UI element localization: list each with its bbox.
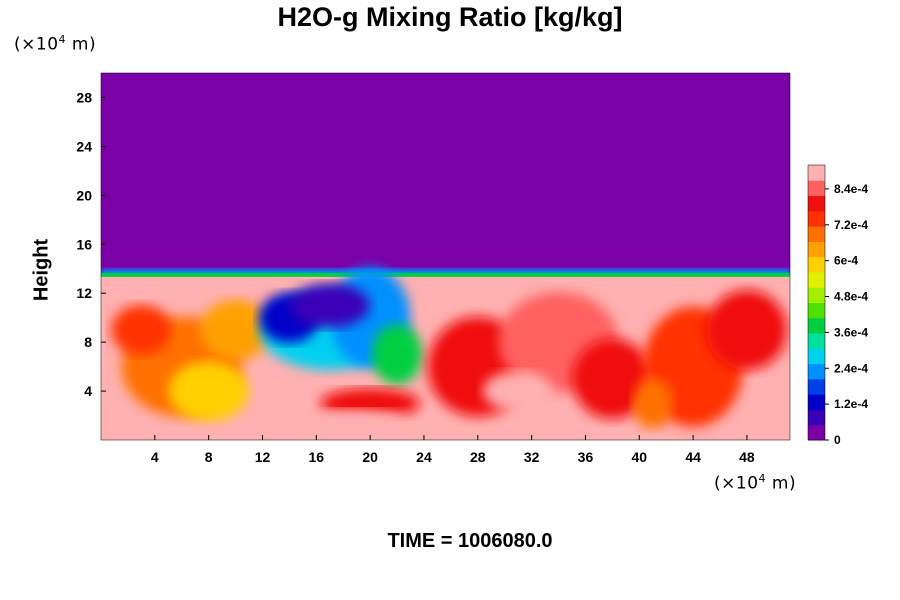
y-unit-exp: 4 <box>58 33 67 46</box>
fringe-green <box>101 272 790 279</box>
y-tick-label: 28 <box>76 89 92 105</box>
y-tick-label: 12 <box>76 285 92 301</box>
colorbar-swatch <box>808 394 825 410</box>
colorbar-label: 3.6e-4 <box>834 325 868 339</box>
y-unit-suffix: m) <box>66 34 97 55</box>
x-tick-label: 20 <box>362 449 378 465</box>
colorbar-frame <box>807 164 826 441</box>
colorbar-swatch <box>808 226 825 242</box>
colorbar-swatch <box>808 302 825 319</box>
field-blob <box>483 371 554 412</box>
x-tick-label: 24 <box>416 449 432 465</box>
colorbar-label: 8.4e-4 <box>834 182 868 196</box>
x-tick-label: 36 <box>578 449 594 465</box>
colorbar-swatch <box>808 210 825 227</box>
colorbar-swatch <box>808 409 825 426</box>
colorbar-label: 6e-4 <box>834 254 858 268</box>
colorbar-swatch <box>808 348 825 365</box>
colorbar-swatch <box>808 287 825 303</box>
colorbar-swatch <box>808 165 825 181</box>
colorbar-swatch <box>808 180 825 197</box>
colorbar-swatch <box>808 241 825 258</box>
x-tick-label: 16 <box>309 449 325 465</box>
y-tick-label: 20 <box>76 187 92 203</box>
colorbar-swatch <box>808 378 825 395</box>
colorbar-label: 4.8e-4 <box>834 290 868 304</box>
x-axis-ticks: 4 8 12 16 20 24 28 32 36 40 44 48 <box>151 435 755 465</box>
y-tick-label: 16 <box>76 236 92 252</box>
colorbar-swatch <box>808 333 825 349</box>
time-label: TIME = 1006080.0 <box>387 530 553 552</box>
colorbar-swatch <box>808 363 825 380</box>
x-tick-label: 48 <box>739 449 755 465</box>
field-blob <box>306 409 407 434</box>
dry-pocket <box>289 283 370 328</box>
chart-title: H2O-g Mixing Ratio [kg/kg] <box>277 2 623 32</box>
colorbar-swatch <box>808 424 825 441</box>
x-tick-label: 40 <box>631 449 647 465</box>
colorbar-swatch <box>808 317 825 334</box>
colorbar-swatch <box>808 195 825 212</box>
field-blob <box>706 289 787 370</box>
y-tick-label: 24 <box>76 138 92 154</box>
colorbar: 0 1.2e-4 2.4e-4 3.6e-4 4.8e-4 6e-4 7.2e-4 8.4e-… <box>807 164 868 447</box>
x-tick-label: 44 <box>685 449 701 465</box>
colorbar-label: 1.2e-4 <box>834 397 868 411</box>
plot-frame <box>100 72 791 441</box>
y-unit-prefix: (×10 <box>14 34 59 55</box>
colorbar-label: 0 <box>834 433 841 447</box>
y-tick-label: 4 <box>84 383 92 399</box>
x-tick-label: 8 <box>205 449 213 465</box>
x-tick-label: 4 <box>151 449 159 465</box>
x-tick-label: 32 <box>524 449 540 465</box>
y-axis-ticks: 4 8 12 16 20 24 28 <box>76 89 106 399</box>
field-blob <box>111 304 172 355</box>
colorbar-label: 7.2e-4 <box>834 218 868 232</box>
field-blob <box>572 338 653 419</box>
x-unit-suffix: m) <box>766 473 797 494</box>
mixing-ratio-field <box>101 73 790 440</box>
x-tick-label: 12 <box>255 449 271 465</box>
x-unit-exp: 4 <box>758 472 767 485</box>
x-axis-unit: (×104 m) <box>714 472 796 494</box>
y-axis-unit: (×104 m) <box>14 33 96 55</box>
x-unit-prefix: (×10 <box>714 473 759 494</box>
field-blob <box>168 361 249 422</box>
colorbar-swatch <box>808 256 825 273</box>
field-blob <box>200 299 271 360</box>
colorbar-label: 2.4e-4 <box>834 361 868 375</box>
field-blob <box>632 378 673 429</box>
x-tick-label: 28 <box>470 449 486 465</box>
colorbar-swatch <box>808 271 825 288</box>
field-blob <box>372 324 423 385</box>
y-tick-label: 8 <box>84 334 92 350</box>
